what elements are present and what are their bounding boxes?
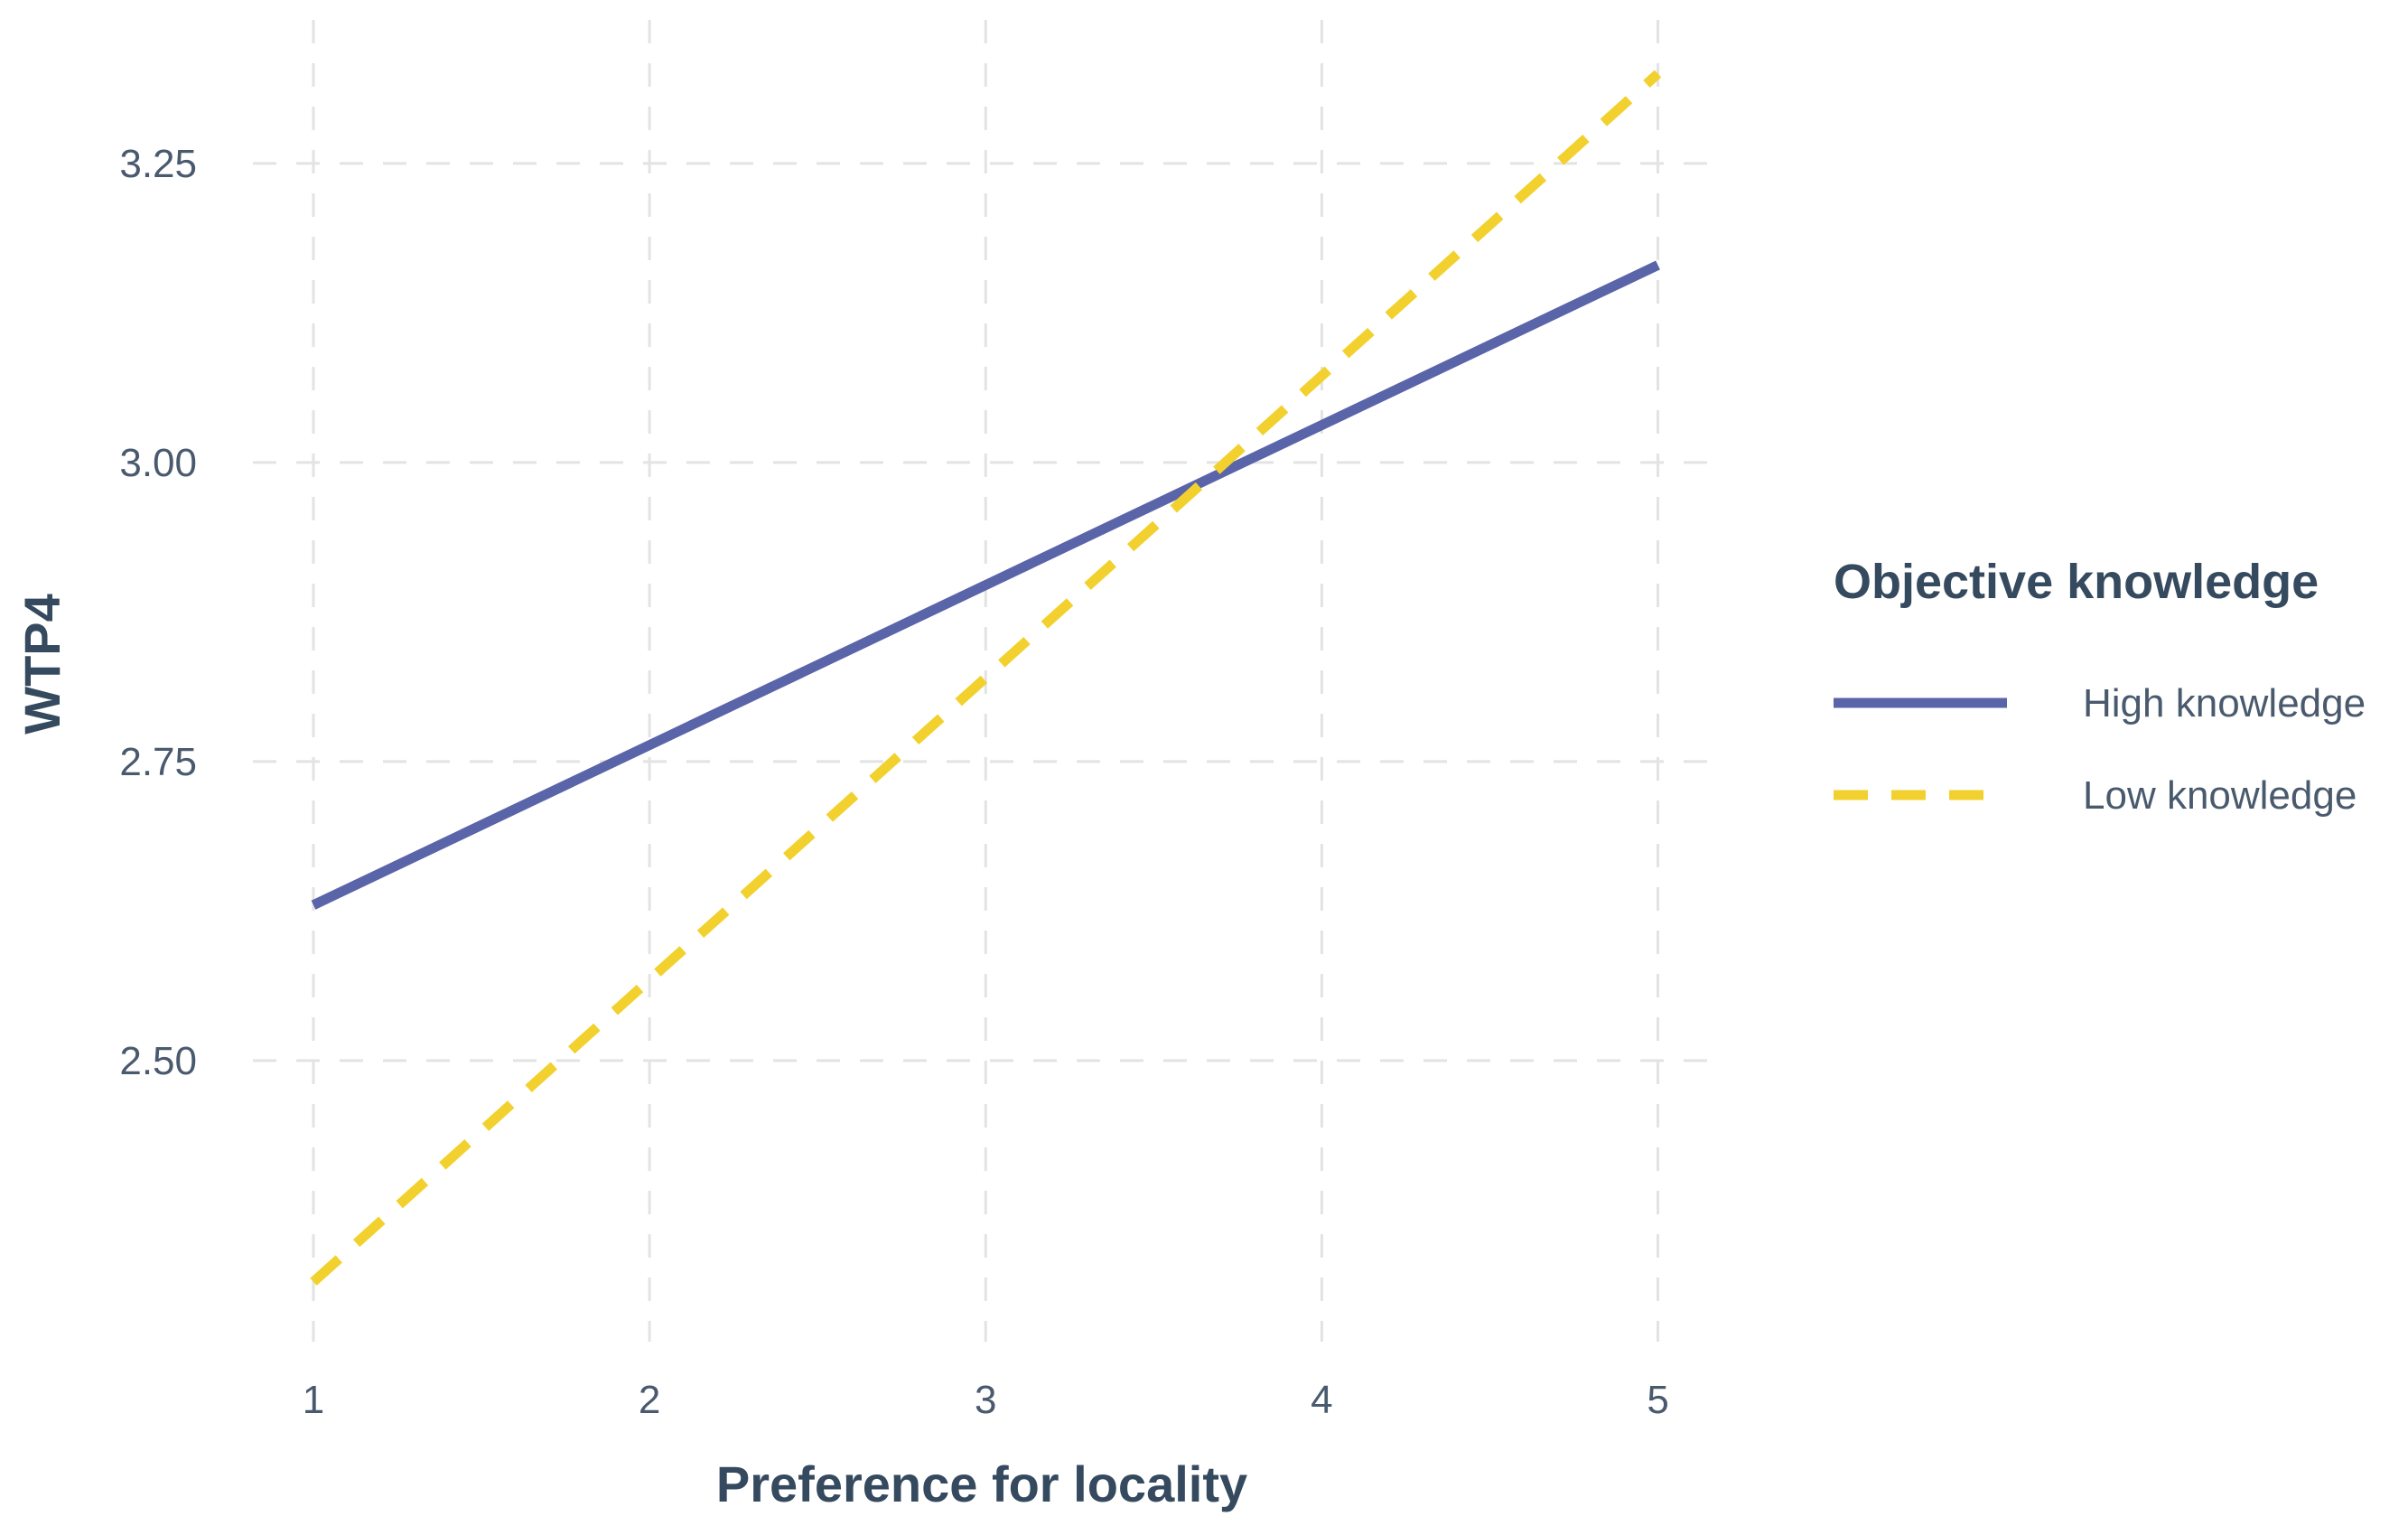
x-tick-label: 5 [1647, 1378, 1668, 1422]
x-tick-label: 4 [1311, 1378, 1332, 1422]
x-axis-title: Preference for locality [716, 1455, 1247, 1512]
tick-labels: 1 2 3 4 5 2.50 2.75 3.00 3.25 [119, 142, 1668, 1422]
x-tick-label: 3 [975, 1378, 996, 1422]
y-axis-title: WTP4 [14, 594, 70, 735]
legend: Objective knowledge High knowledge Low kn… [1834, 555, 2366, 818]
legend-title: Objective knowledge [1834, 555, 2319, 609]
legend-label-low-knowledge: Low knowledge [2083, 773, 2357, 818]
legend-label-high-knowledge: High knowledge [2083, 681, 2366, 725]
y-tick-label: 3.25 [119, 142, 197, 186]
grid-layer [253, 20, 1725, 1342]
series-lines [310, 70, 1662, 1286]
y-tick-label: 2.50 [119, 1039, 197, 1083]
legend-items: High knowledge Low knowledge [1834, 681, 2366, 818]
y-tick-label: 3.00 [119, 441, 197, 485]
x-tick-label: 2 [639, 1378, 660, 1422]
series-line-high-knowledge [311, 260, 1660, 910]
y-tick-label: 2.75 [119, 740, 197, 784]
series-line-low-knowledge [310, 70, 1662, 1286]
x-tick-label: 1 [303, 1378, 324, 1422]
